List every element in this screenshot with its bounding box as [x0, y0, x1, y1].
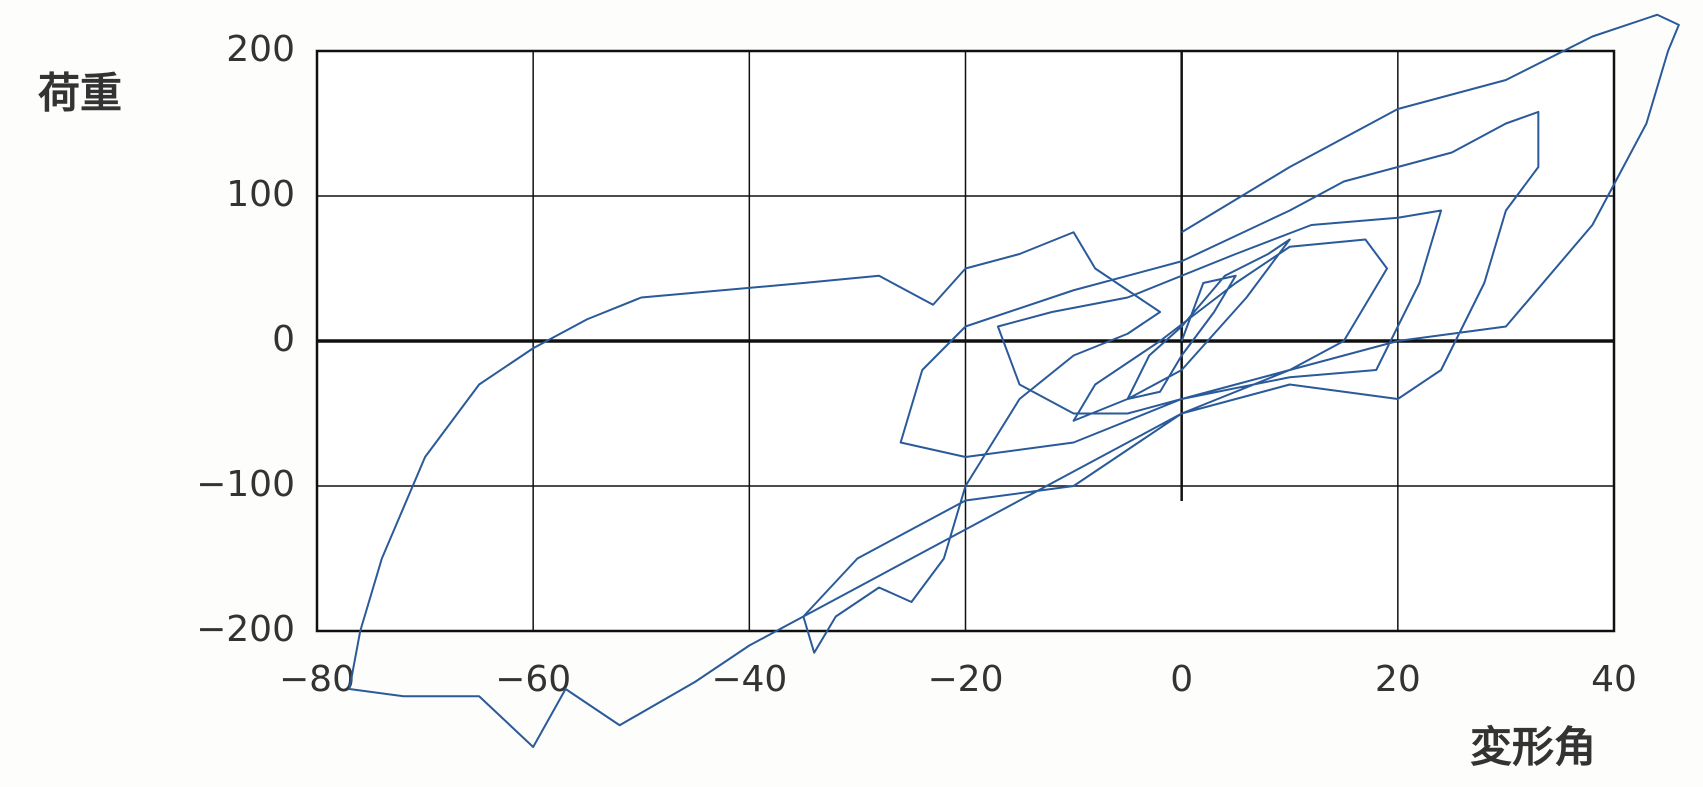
- hysteresis-line: [348, 13, 1680, 748]
- x-tick-label: 20: [1375, 659, 1421, 700]
- x-tick-label: 40: [1591, 659, 1637, 700]
- x-axis-label: 変形角: [1470, 723, 1596, 772]
- y-tick-label: 200: [226, 29, 295, 70]
- y-tick-label: −200: [196, 609, 295, 650]
- x-tick-label: −80: [279, 659, 355, 700]
- x-tick-label: −60: [495, 659, 571, 700]
- x-tick-label: −20: [928, 659, 1004, 700]
- y-tick-label: 100: [226, 174, 295, 215]
- y-axis-label: 荷重: [38, 69, 122, 118]
- x-tick-label: 0: [1170, 659, 1193, 700]
- y-tick-label: 0: [272, 319, 295, 360]
- x-tick-label: −40: [711, 659, 787, 700]
- y-tick-label: −100: [196, 464, 295, 505]
